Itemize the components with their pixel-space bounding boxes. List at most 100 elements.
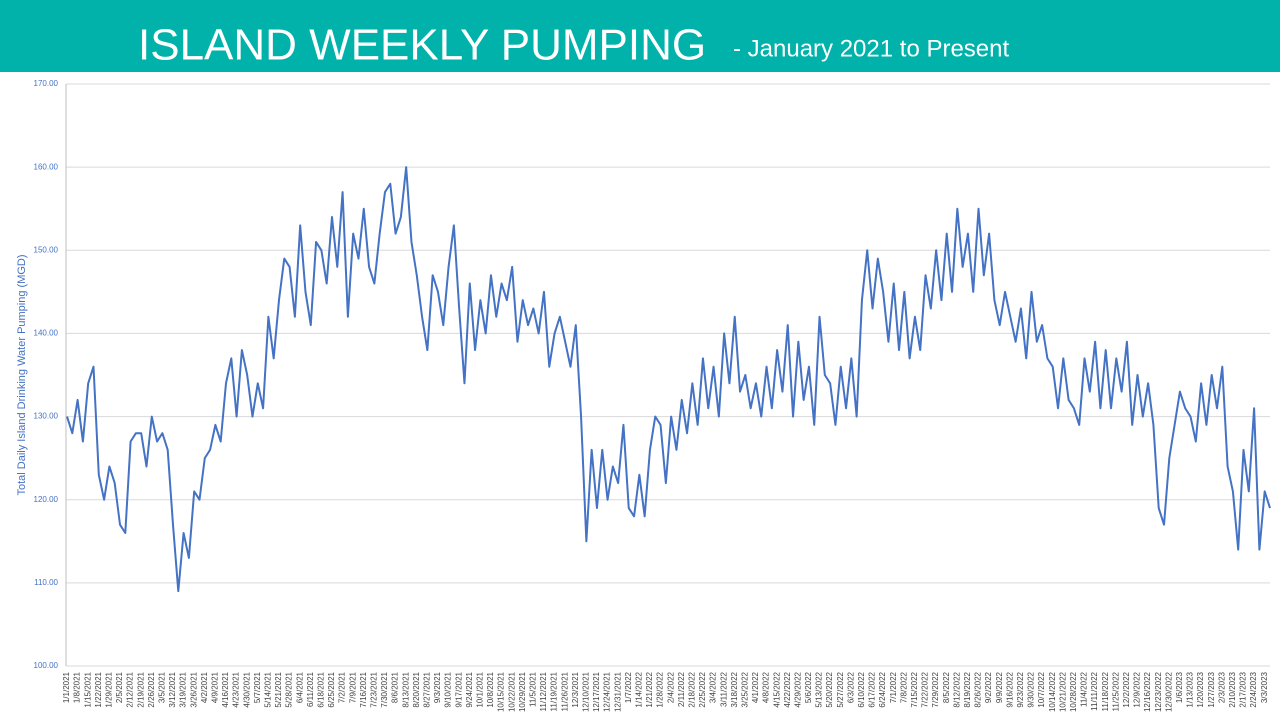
x-tick-label: 3/3/2023 — [1260, 671, 1269, 703]
x-tick-label: 12/16/2022 — [1143, 671, 1152, 712]
x-tick-label: 8/6/2021 — [391, 671, 400, 703]
y-tick-label: 100.00 — [34, 661, 59, 670]
x-tick-label: 9/2/2022 — [984, 671, 993, 703]
x-tick-label: 9/23/2022 — [1016, 671, 1025, 707]
chart-title: ISLAND WEEKLY PUMPING — [138, 21, 706, 70]
x-tick-label: 10/8/2021 — [486, 671, 495, 707]
x-tick-label: 7/15/2022 — [910, 671, 919, 707]
x-tick-label: 4/1/2022 — [751, 671, 760, 703]
x-tick-label: 4/2/2021 — [200, 671, 209, 703]
x-tick-label: 6/25/2021 — [327, 671, 336, 707]
x-tick-label: 12/3/2021 — [571, 671, 580, 707]
x-tick-label: 5/13/2022 — [815, 671, 824, 707]
y-tick-label: 150.00 — [34, 245, 59, 254]
x-tick-label: 10/29/2021 — [518, 671, 527, 712]
y-tick-label: 110.00 — [34, 578, 58, 587]
x-tick-label: 3/5/2021 — [158, 671, 167, 703]
x-tick-label: 12/2/2022 — [1122, 671, 1131, 707]
x-tick-label: 12/10/2021 — [581, 671, 590, 712]
x-tick-label: 1/6/2023 — [1175, 671, 1184, 703]
x-tick-label: 2/4/2022 — [666, 671, 675, 703]
y-axis-label: Total Daily Island Drinking Water Pumpin… — [16, 254, 28, 495]
x-tick-label: 11/5/2021 — [528, 671, 537, 707]
x-tick-label: 7/29/2022 — [931, 671, 940, 707]
x-tick-label: 4/22/2022 — [783, 671, 792, 707]
x-tick-label: 4/16/2021 — [221, 671, 230, 707]
x-tick-label: 9/16/2022 — [1005, 671, 1014, 707]
x-tick-label: 12/24/2021 — [603, 671, 612, 712]
x-tick-label: 4/15/2022 — [772, 671, 781, 707]
x-tick-label: 7/1/2022 — [889, 671, 898, 703]
x-tick-label: 7/23/2021 — [369, 671, 378, 707]
x-tick-label: 2/17/2023 — [1239, 671, 1248, 707]
x-tick-label: 5/7/2021 — [253, 671, 262, 703]
x-tick-label: 7/22/2022 — [921, 671, 930, 707]
x-tick-label: 7/30/2021 — [380, 671, 389, 707]
x-tick-label: 9/30/2022 — [1027, 671, 1036, 707]
x-tick-label: 1/27/2023 — [1207, 671, 1216, 707]
x-tick-label: 2/25/2022 — [698, 671, 707, 707]
x-tick-label: 12/23/2022 — [1154, 671, 1163, 712]
x-tick-label: 10/22/2021 — [507, 671, 516, 712]
chart-subtitle: - January 2021 to Present — [733, 35, 1009, 62]
x-tick-label: 12/17/2021 — [592, 671, 601, 712]
x-tick-label: 5/21/2021 — [274, 671, 283, 707]
x-tick-label: 11/4/2022 — [1080, 671, 1089, 707]
x-tick-label: 1/13/2023 — [1186, 671, 1195, 707]
x-tick-label: 1/21/2022 — [645, 671, 654, 707]
x-tick-label: 11/19/2021 — [550, 671, 559, 711]
y-tick-label: 140.00 — [34, 329, 59, 338]
x-tick-label: 1/15/2021 — [83, 671, 92, 707]
x-tick-label: 3/25/2022 — [740, 671, 749, 707]
x-tick-label: 2/26/2021 — [147, 671, 156, 707]
x-tick-label: 7/8/2022 — [899, 671, 908, 703]
x-tick-label: 1/28/2022 — [656, 671, 665, 707]
x-tick-label: 11/12/2021 — [539, 671, 548, 711]
x-tick-label: 10/28/2022 — [1069, 671, 1078, 712]
x-tick-label: 2/24/2023 — [1249, 671, 1258, 707]
x-tick-label: 1/29/2021 — [105, 671, 114, 707]
header-bar — [0, 0, 1280, 72]
x-tick-label: 2/12/2021 — [126, 671, 135, 707]
x-tick-label: 3/11/2022 — [719, 671, 728, 707]
x-tick-label: 2/18/2022 — [687, 671, 696, 707]
x-tick-label: 10/1/2021 — [475, 671, 484, 707]
x-tick-label: 8/27/2021 — [422, 671, 431, 707]
x-tick-label: 5/27/2022 — [836, 671, 845, 707]
x-tick-label: 6/3/2022 — [846, 671, 855, 703]
x-tick-label: 11/26/2021 — [560, 671, 569, 711]
x-tick-label: 8/12/2022 — [952, 671, 961, 707]
x-tick-label: 5/20/2022 — [825, 671, 834, 707]
x-tick-label: 10/14/2022 — [1048, 671, 1057, 712]
x-tick-label: 1/22/2021 — [94, 671, 103, 707]
y-tick-label: 130.00 — [34, 412, 59, 421]
x-tick-label: 5/28/2021 — [285, 671, 294, 707]
x-tick-label: 3/12/2021 — [168, 671, 177, 707]
y-tick-label: 120.00 — [34, 495, 59, 504]
x-tick-label: 5/6/2022 — [804, 671, 813, 703]
x-tick-label: 3/4/2022 — [709, 671, 718, 703]
x-tick-label: 9/17/2021 — [454, 671, 463, 707]
x-tick-label: 7/2/2021 — [338, 671, 347, 703]
x-tick-label: 10/15/2021 — [497, 671, 506, 712]
x-tick-label: 2/11/2022 — [677, 671, 686, 707]
x-tick-label: 8/19/2022 — [963, 671, 972, 707]
x-tick-label: 3/19/2021 — [179, 671, 188, 707]
x-tick-label: 1/7/2022 — [624, 671, 633, 703]
y-tick-label: 160.00 — [34, 162, 59, 171]
x-tick-label: 2/19/2021 — [136, 671, 145, 707]
x-tick-label: 6/11/2021 — [306, 671, 315, 707]
x-tick-label: 11/11/2022 — [1090, 671, 1099, 710]
x-tick-label: 6/18/2021 — [316, 671, 325, 707]
x-tick-label: 9/10/2021 — [444, 671, 453, 707]
x-tick-label: 2/10/2023 — [1228, 671, 1237, 707]
x-tick-label: 11/18/2022 — [1101, 671, 1110, 711]
x-tick-label: 1/20/2023 — [1196, 671, 1205, 707]
x-tick-label: 4/23/2021 — [232, 671, 241, 707]
x-tick-label: 3/26/2021 — [189, 671, 198, 707]
data-line — [66, 166, 1271, 593]
x-tick-label: 1/8/2021 — [73, 671, 82, 703]
x-tick-label: 10/7/2022 — [1037, 671, 1046, 707]
x-tick-label: 9/24/2021 — [465, 671, 474, 707]
